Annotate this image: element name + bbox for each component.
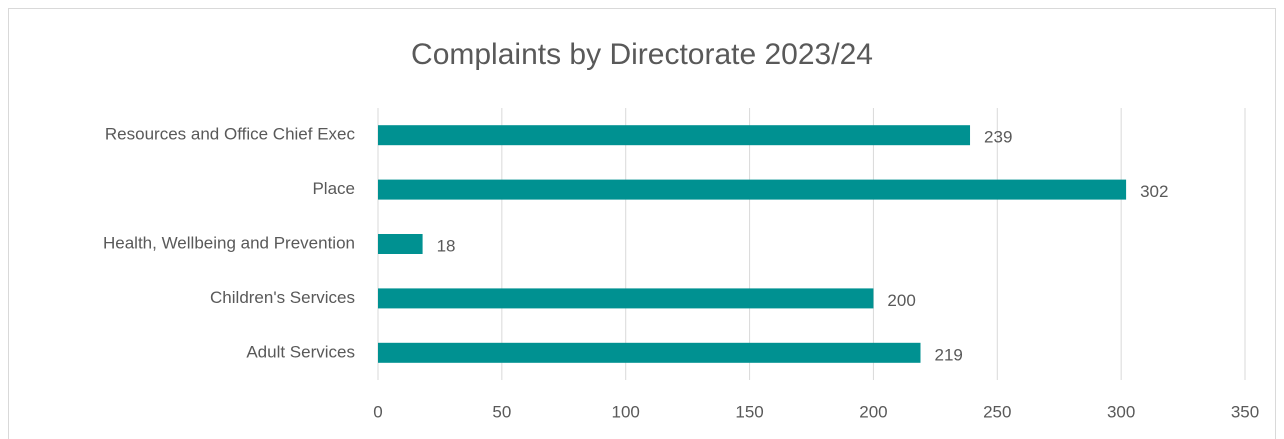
chart-title: Complaints by Directorate 2023/24 — [411, 38, 873, 71]
data-label: 219 — [934, 345, 962, 364]
bar — [378, 179, 1127, 200]
data-label: 18 — [437, 236, 456, 255]
x-tick-label: 250 — [983, 402, 1011, 421]
x-tick-label: 50 — [492, 402, 511, 421]
y-tick-label: Resources and Office Chief Exec — [105, 125, 356, 144]
x-tick-label: 300 — [1107, 402, 1135, 421]
x-tick-label: 350 — [1231, 402, 1259, 421]
y-tick-label: Adult Services — [246, 342, 355, 361]
y-tick-label: Children's Services — [210, 288, 355, 307]
y-tick-label: Health, Wellbeing and Prevention — [103, 233, 355, 252]
data-label: 200 — [887, 291, 915, 310]
chart-border — [8, 8, 1276, 439]
data-label: 239 — [984, 128, 1012, 147]
bar — [378, 234, 423, 254]
x-tick-label: 0 — [373, 402, 382, 421]
bar — [378, 288, 874, 309]
bar — [378, 342, 921, 363]
y-tick-label: Place — [312, 179, 355, 198]
x-tick-label: 100 — [612, 402, 640, 421]
data-label: 302 — [1140, 182, 1168, 201]
x-tick-label: 200 — [859, 402, 887, 421]
x-tick-label: 150 — [735, 402, 763, 421]
bar — [378, 125, 971, 146]
